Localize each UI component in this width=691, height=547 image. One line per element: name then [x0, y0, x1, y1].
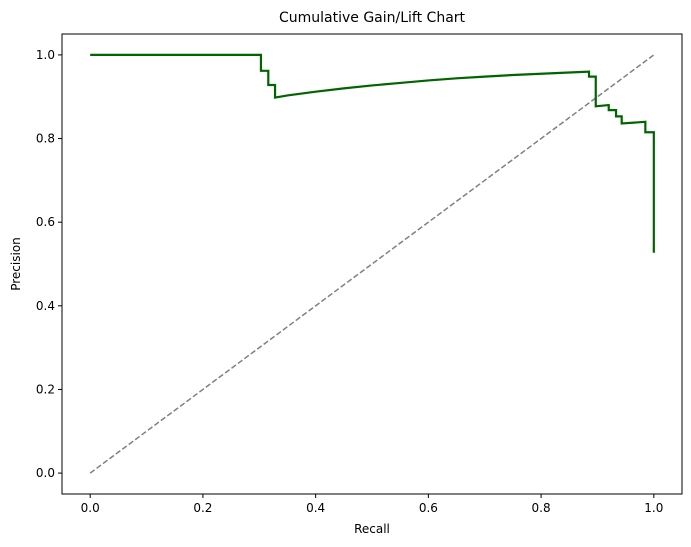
x-tick-label: 0.6 [419, 501, 438, 515]
precision-recall-curve [90, 53, 655, 253]
baseline-dashed-line [89, 54, 655, 474]
x-tick-label: 0.0 [81, 501, 100, 515]
chart-title: Cumulative Gain/Lift Chart [279, 10, 466, 26]
y-axis: 0.0 0.2 0.4 0.6 0.8 1.0 [36, 48, 62, 480]
x-tick-label: 0.4 [306, 501, 325, 515]
y-tick-label: 1.0 [36, 48, 55, 62]
y-tick-label: 0.0 [36, 466, 55, 480]
y-tick-label: 0.4 [36, 299, 55, 313]
y-tick-label: 0.8 [36, 132, 55, 146]
y-axis-label: Precision [9, 237, 23, 291]
x-tick-label: 0.2 [193, 501, 212, 515]
plot-frame [61, 33, 683, 495]
y-tick-label: 0.2 [36, 382, 55, 396]
x-axis: 0.0 0.2 0.4 0.6 0.8 1.0 [81, 494, 663, 515]
x-axis-label: Recall [354, 522, 390, 536]
x-tick-label: 1.0 [644, 501, 663, 515]
y-tick-label: 0.6 [36, 215, 55, 229]
x-tick-label: 0.8 [532, 501, 551, 515]
plot-area [89, 53, 655, 474]
